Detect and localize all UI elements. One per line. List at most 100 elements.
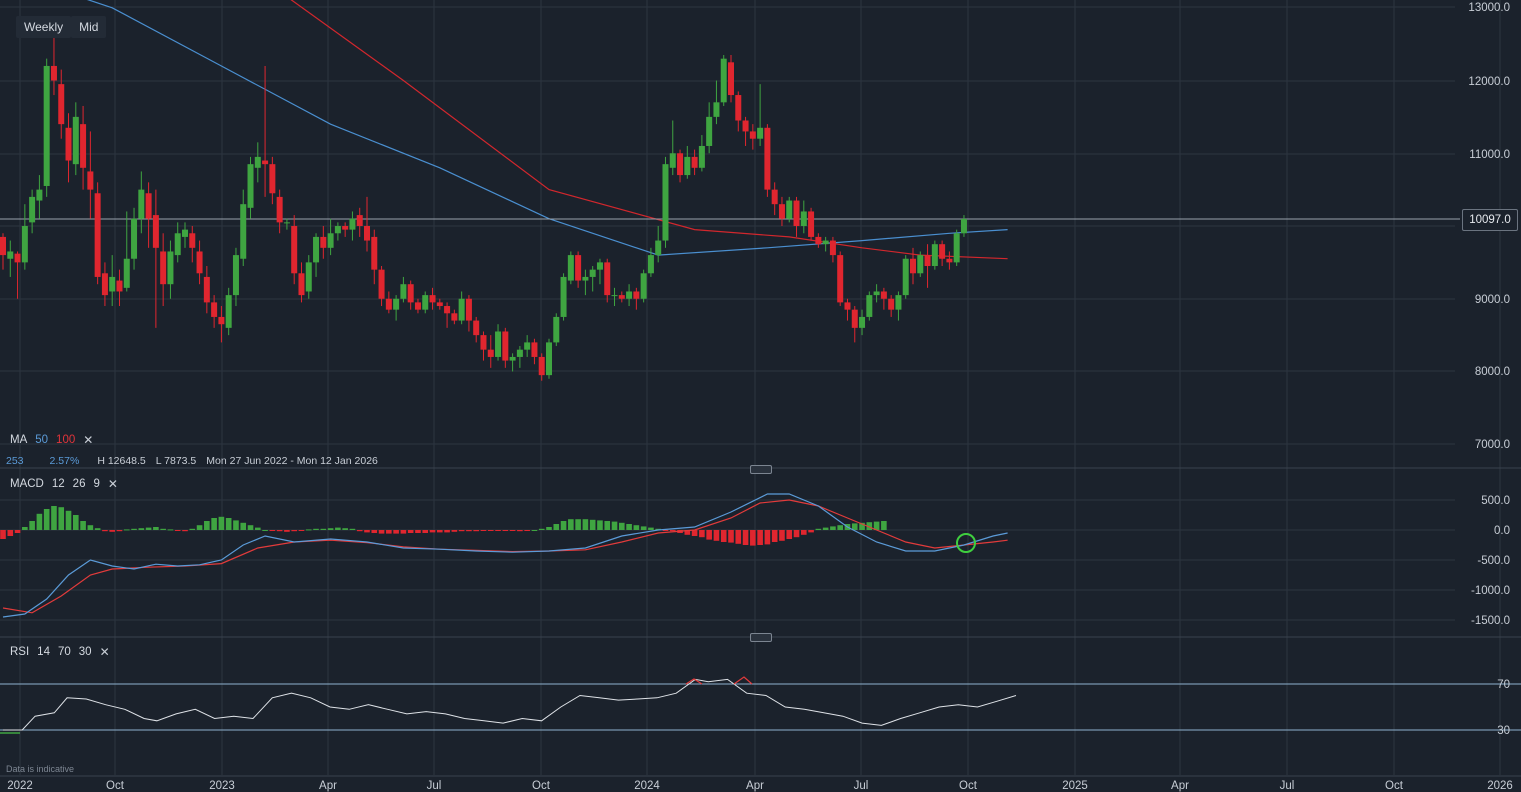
candle-body bbox=[109, 276, 116, 292]
candle-body bbox=[232, 255, 239, 296]
macd-histogram-bar bbox=[269, 530, 276, 531]
macd-histogram-bar bbox=[247, 525, 254, 530]
interval-weekly-button[interactable]: Weekly bbox=[16, 16, 72, 38]
macd-histogram-bar bbox=[597, 520, 603, 530]
candle-body bbox=[291, 226, 298, 274]
candle-body bbox=[822, 240, 829, 245]
macd-histogram-bar bbox=[582, 519, 589, 530]
candle-body bbox=[400, 284, 407, 299]
macd-histogram-bar bbox=[480, 530, 487, 531]
macd-histogram-bar bbox=[305, 529, 312, 531]
macd-legend-slow: 26 bbox=[72, 478, 86, 490]
macd-histogram-bar bbox=[313, 528, 319, 530]
candle-body bbox=[866, 295, 873, 317]
candle-body bbox=[444, 306, 451, 314]
macd-histogram-bar bbox=[240, 522, 247, 530]
candle-body bbox=[276, 196, 283, 223]
candle-body bbox=[211, 302, 218, 317]
price-axis-label-2: 11000.0 bbox=[1469, 149, 1510, 161]
pane-resize-handle-2[interactable] bbox=[750, 633, 772, 642]
macd-histogram-bar bbox=[444, 530, 450, 533]
candle-body bbox=[677, 153, 684, 176]
candle-body bbox=[640, 273, 647, 299]
pane-resize-handle-1[interactable] bbox=[750, 465, 772, 474]
candle-body bbox=[473, 320, 480, 336]
macd-legend-label: MACD bbox=[10, 478, 44, 490]
time-axis-label-8: Jul bbox=[854, 780, 869, 792]
rsi-remove-icon[interactable]: ✕ bbox=[99, 645, 110, 659]
candle-body bbox=[684, 156, 691, 176]
macd-histogram-bar bbox=[851, 523, 858, 530]
candle-body bbox=[334, 226, 341, 234]
macd-histogram-bar bbox=[429, 530, 436, 533]
candle-body bbox=[116, 280, 123, 292]
macd-histogram-bar bbox=[400, 530, 407, 534]
macd-line bbox=[2, 493, 1008, 618]
macd-histogram-bar bbox=[335, 527, 341, 530]
macd-histogram-bar bbox=[262, 530, 268, 531]
candle-body bbox=[553, 316, 560, 343]
candle-body bbox=[349, 218, 356, 230]
candle-body bbox=[131, 218, 138, 259]
candle-body bbox=[101, 273, 108, 296]
rsi-legend-upper: 70 bbox=[57, 646, 71, 658]
macd-histogram-bar bbox=[764, 530, 771, 545]
macd-histogram-bar bbox=[633, 525, 640, 530]
price-axis-label-1: 12000.0 bbox=[1468, 76, 1510, 88]
rsi-legend-label: RSI bbox=[10, 646, 30, 658]
candle-body bbox=[429, 295, 436, 303]
macd-histogram-bar bbox=[487, 530, 494, 531]
candle-body bbox=[720, 58, 727, 103]
macd-legend-fast: 12 bbox=[51, 478, 65, 490]
macd-histogram-bar bbox=[87, 525, 94, 530]
macd-histogram-bar bbox=[699, 530, 705, 538]
candle-body bbox=[87, 171, 94, 190]
macd-histogram-bar bbox=[123, 529, 130, 531]
macd-histogram-bar bbox=[378, 530, 385, 534]
macd-histogram-bar bbox=[80, 521, 86, 530]
macd-histogram-bar bbox=[167, 529, 174, 531]
macd-histogram-bar bbox=[684, 530, 691, 535]
macd-histogram-bar bbox=[14, 530, 21, 533]
candle-body bbox=[873, 291, 880, 296]
candle-body bbox=[728, 62, 734, 96]
candle-body bbox=[764, 127, 771, 190]
candle-body bbox=[604, 262, 611, 296]
macd-histogram-bar bbox=[859, 522, 865, 530]
candle-body bbox=[749, 131, 756, 139]
macd-histogram-bar bbox=[160, 528, 166, 530]
candle-body bbox=[94, 193, 101, 277]
macd-histogram-bar bbox=[298, 530, 305, 531]
candle-body bbox=[327, 233, 334, 248]
ma-remove-icon[interactable]: ✕ bbox=[83, 433, 94, 447]
candle-body bbox=[414, 302, 421, 310]
candle-body bbox=[451, 313, 458, 321]
candle-body bbox=[36, 189, 43, 201]
candle-body bbox=[538, 356, 545, 376]
macd-histogram-bar bbox=[102, 530, 108, 532]
macd-histogram-bar bbox=[218, 516, 225, 530]
macd-histogram-bar bbox=[495, 530, 501, 531]
candle-body bbox=[946, 258, 953, 263]
macd-axis-label-4: -1500.0 bbox=[1471, 615, 1510, 627]
candle-body bbox=[800, 211, 807, 226]
macd-histogram-bar bbox=[575, 519, 581, 530]
macd-histogram-bar bbox=[713, 530, 720, 541]
price-type-mid-button[interactable]: Mid bbox=[71, 16, 107, 38]
macd-histogram-bar bbox=[662, 530, 669, 531]
macd-remove-icon[interactable]: ✕ bbox=[107, 477, 118, 491]
macd-histogram-bar bbox=[211, 518, 217, 530]
macd-histogram-bar bbox=[153, 527, 159, 530]
macd-legend-signal: 9 bbox=[93, 478, 100, 490]
candle-body bbox=[72, 116, 79, 165]
candle-body bbox=[706, 116, 713, 146]
candle-body bbox=[269, 164, 276, 194]
interval-toolbar: Weekly Mid bbox=[16, 16, 107, 38]
macd-histogram-bar bbox=[109, 530, 115, 532]
candle-body bbox=[589, 269, 596, 277]
ma-legend: MA 50 100 ✕ bbox=[10, 433, 93, 447]
candle-body bbox=[495, 331, 502, 357]
macd-histogram-bar bbox=[771, 530, 778, 542]
candle-body bbox=[305, 262, 312, 292]
